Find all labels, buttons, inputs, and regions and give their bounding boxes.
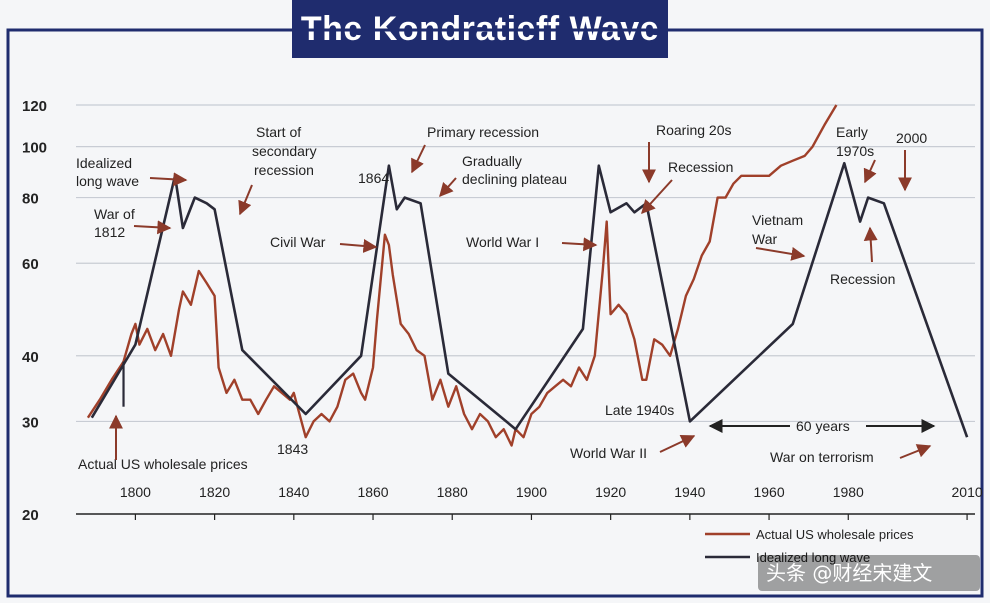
y-tick-100: 100 xyxy=(22,140,47,157)
label-gradually-2: declining plateau xyxy=(462,171,567,187)
x-tick-1800: 1800 xyxy=(120,484,151,500)
y-tick-120: 120 xyxy=(22,98,47,115)
arrow-ww1 xyxy=(561,237,598,252)
label-recession-1: Recession xyxy=(668,159,733,175)
y-tick-60: 60 xyxy=(22,256,39,273)
series-idealized-wave xyxy=(90,161,969,438)
arrow-vietnam xyxy=(755,247,806,261)
y-tick-40: 40 xyxy=(22,349,39,366)
y-tick-80: 80 xyxy=(22,191,39,208)
arrow-ww2 xyxy=(659,435,696,453)
x-tick-1980: 1980 xyxy=(833,484,864,500)
label-60-years: 60 years xyxy=(796,418,850,434)
x-tick-1940: 1940 xyxy=(674,484,705,500)
label-start-secondary-1: Start of xyxy=(256,124,301,140)
label-idealized-2: long wave xyxy=(76,173,139,189)
arrow-idealized xyxy=(149,172,188,187)
arrow-war1812 xyxy=(133,220,172,235)
chart-frame xyxy=(6,28,984,598)
watermark-text: 头条 @财经宋建文 xyxy=(766,561,932,585)
y-tick-20: 20 xyxy=(22,507,39,524)
x-tick-1820: 1820 xyxy=(199,484,230,500)
label-start-secondary-2: secondary xyxy=(252,143,317,159)
label-2000: 2000 xyxy=(896,130,927,146)
label-civil-war: Civil War xyxy=(270,234,326,250)
y-axis: 20 30 40 60 80 100 120 xyxy=(22,98,47,524)
arrow-early1970s xyxy=(863,159,877,184)
label-1864: 1864 xyxy=(358,170,389,186)
label-late1940s: Late 1940s xyxy=(605,402,674,418)
watermark: 头条 @财经宋建文 xyxy=(758,555,980,591)
legend: Actual US wholesale prices Idealized lon… xyxy=(705,527,914,565)
x-tick-1960: 1960 xyxy=(753,484,784,500)
label-start-secondary-3: recession xyxy=(254,162,314,178)
label-war1812-2: 1812 xyxy=(94,224,125,240)
label-early1970s-2: 1970s xyxy=(836,143,874,159)
label-vietnam-2: War xyxy=(752,231,777,247)
arrow-primary-recession xyxy=(411,144,426,174)
series-actual-prices xyxy=(86,104,838,447)
annotations: Idealized long wave War of 1812 Start of… xyxy=(76,122,927,472)
x-tick-1840: 1840 xyxy=(278,484,309,500)
watermark-bg xyxy=(758,555,980,591)
label-1843: 1843 xyxy=(277,441,308,457)
y-tick-30: 30 xyxy=(22,414,39,431)
label-war1812-1: War of xyxy=(94,206,135,222)
arrow-civil-war xyxy=(339,238,378,253)
x-tick-1920: 1920 xyxy=(595,484,626,500)
grid xyxy=(76,104,975,515)
arrow-start-secondary xyxy=(238,184,253,216)
label-roaring: Roaring 20s xyxy=(656,122,732,138)
label-terror: War on terrorism xyxy=(770,449,874,465)
x-tick-1880: 1880 xyxy=(437,484,468,500)
arrow-recession-2 xyxy=(863,226,878,263)
label-actual-prices: Actual US wholesale prices xyxy=(78,456,248,472)
arrow-gradually xyxy=(439,177,457,198)
label-ww2: World War II xyxy=(570,445,647,461)
arrow-terror xyxy=(899,444,932,459)
x-axis: 1800 1820 1840 1860 1880 1900 1920 1940 1960 1980… xyxy=(120,484,983,520)
x-tick-1860: 1860 xyxy=(357,484,388,500)
legend-idealized-label: Idealized long wave xyxy=(756,550,870,565)
x-tick-2010: 2010 xyxy=(952,484,983,500)
x-tick-1900: 1900 xyxy=(516,484,547,500)
label-primary-recession: Primary recession xyxy=(427,124,539,140)
series-lines xyxy=(86,104,969,447)
arrow-recession-1 xyxy=(641,179,673,215)
label-vietnam-1: Vietnam xyxy=(752,212,803,228)
label-ww1: World War I xyxy=(466,234,539,250)
label-gradually-1: Gradually xyxy=(462,153,522,169)
label-recession-2: Recession xyxy=(830,271,895,287)
label-idealized-1: Idealized xyxy=(76,155,132,171)
label-early1970s-1: Early xyxy=(836,124,868,140)
legend-actual-label: Actual US wholesale prices xyxy=(756,527,914,542)
annotation-arrows xyxy=(109,142,932,460)
